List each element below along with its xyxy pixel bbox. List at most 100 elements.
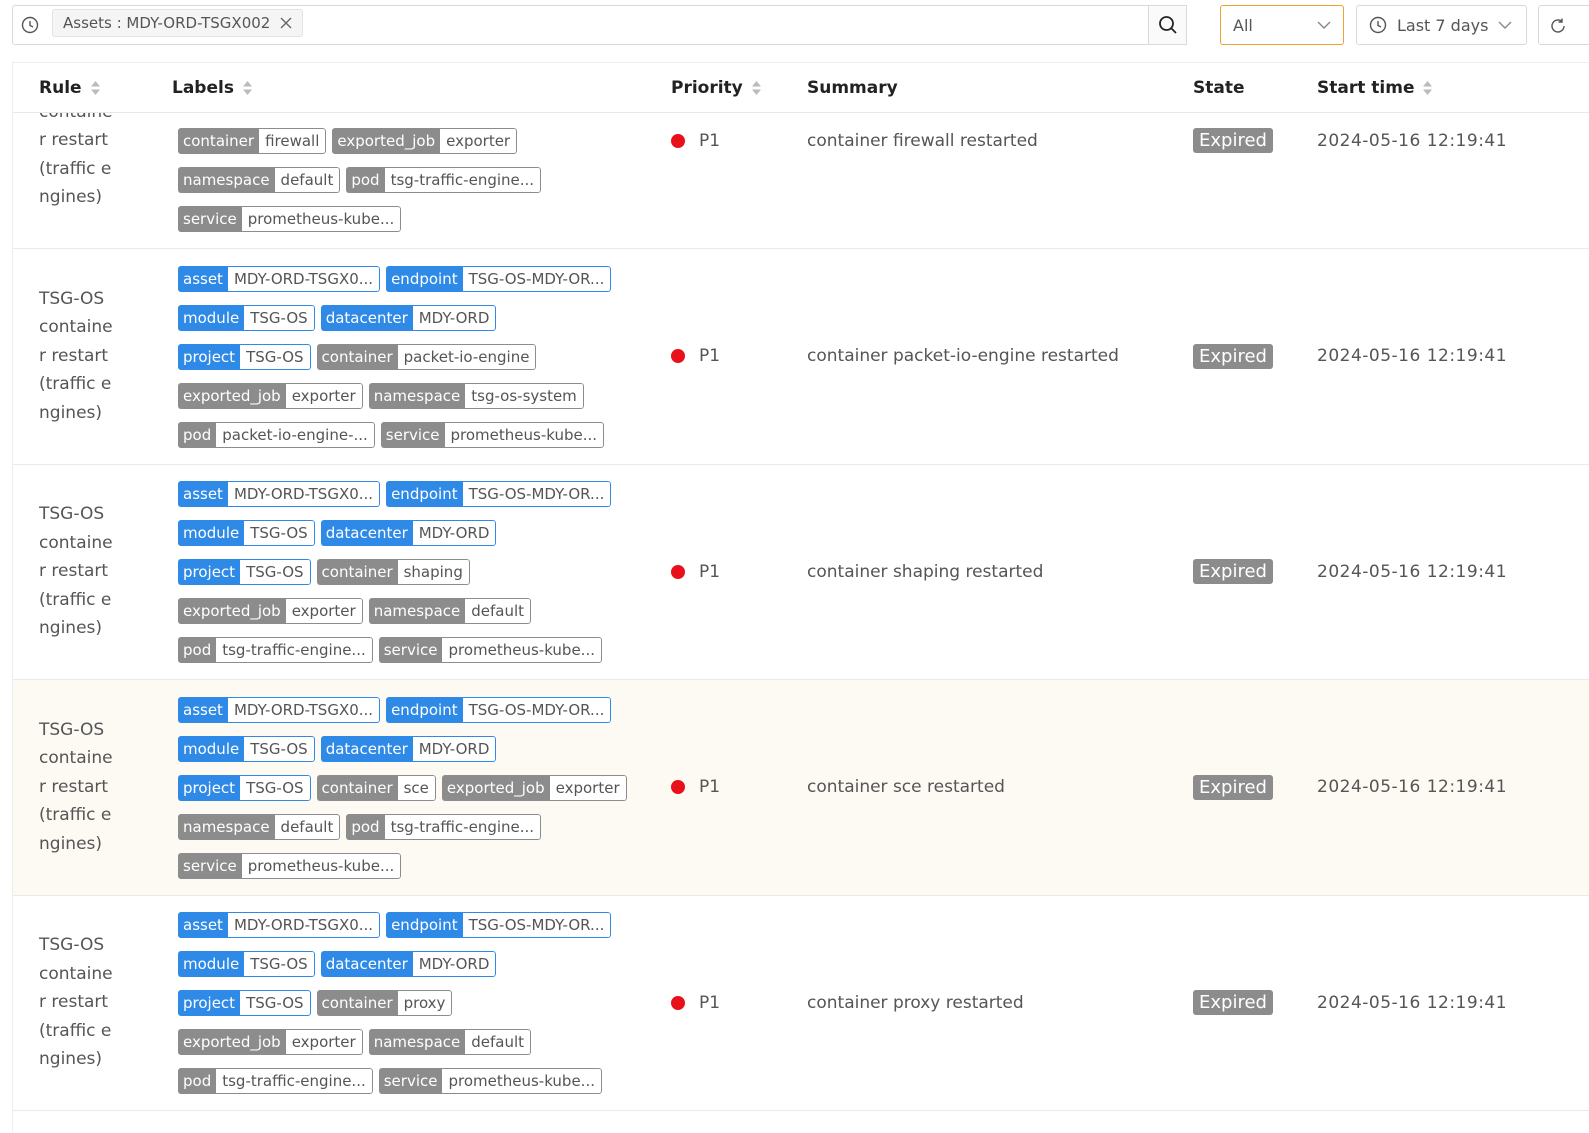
table-row[interactable]: TSG-OS container restart (traffic engine… [13, 113, 1589, 249]
label-key: container [316, 343, 398, 370]
summary-cell: container sce restarted [807, 680, 1005, 895]
label-tag: service prometheus-kube... [378, 637, 602, 663]
chip-close[interactable] [280, 17, 292, 29]
start-time-cell: 2024-05-16 12:19:41 [1317, 895, 1507, 1110]
time-range-picker[interactable]: Last 7 days [1356, 5, 1527, 45]
sort-icon[interactable] [751, 80, 762, 96]
priority-dot [671, 995, 685, 1010]
rule-text: TSG-OS container restart (traffic engine… [39, 935, 113, 1070]
label-tag: container sce [316, 774, 436, 801]
label-value: shaping [397, 559, 470, 585]
clock-icon [1369, 16, 1387, 34]
start-time-text: 2024-05-16 12:19:41 [1317, 561, 1508, 582]
refresh-button[interactable] [1538, 5, 1589, 45]
history-icon[interactable] [21, 16, 39, 34]
priority-text: P1 [699, 130, 721, 151]
start-time-text: 2024-05-16 12:19:41 [1317, 346, 1508, 366]
rule-cell: TSG-OS container restart (traffic engine… [39, 464, 115, 679]
label-key: service [378, 1068, 443, 1094]
priority-text: P1 [699, 346, 721, 366]
label-tag: service prometheus-kube... [178, 206, 402, 232]
priority-cell: P1 [671, 464, 720, 679]
label-key: endpoint [386, 912, 463, 938]
label-key: project [178, 559, 241, 585]
label-key: namespace [368, 598, 466, 624]
label-tag: pod tsg-traffic-engine... [178, 637, 373, 663]
column-header[interactable]: Labels [172, 63, 253, 113]
label-value: tsg-traffic-engine... [216, 637, 373, 663]
labels-cell: asset MDY-ORD-TSGX0... endpoint TSG-OS-MDY-… [178, 680, 628, 895]
state-cell: Expired [1193, 249, 1273, 464]
priority-cell: P1 [671, 680, 720, 895]
label-key: datacenter [320, 735, 413, 762]
sort-icon[interactable] [1422, 80, 1433, 96]
sort-icon[interactable] [90, 80, 101, 96]
label-tag: endpoint TSG-OS-MDY-OR... [386, 481, 612, 507]
label-tag: endpoint TSG-OS-MDY-OR... [386, 696, 612, 723]
column-header[interactable]: Rule [39, 63, 101, 113]
filter-chip-text: Assets : MDY-ORD-TSGX002 [63, 14, 271, 32]
table-row[interactable]: TSG-OS container restart (traffic engine… [13, 464, 1589, 680]
table-row[interactable]: TSG-OS container restart (traffic engine… [13, 679, 1589, 896]
label-value: prometheus-kube... [241, 206, 402, 232]
column-title: State [1193, 78, 1245, 98]
label-value: packet-io-engine-... [216, 421, 375, 448]
start-time-text: 2024-05-16 12:19:41 [1317, 992, 1508, 1013]
column-header[interactable]: Start time [1317, 63, 1433, 113]
label-key: project [178, 990, 241, 1016]
label-key: pod [346, 167, 385, 193]
label-key: exported_job [178, 598, 286, 624]
label-key: module [178, 735, 245, 762]
label-tag: exported_job exporter [332, 128, 518, 154]
label-value: exporter [285, 598, 363, 624]
label-key: pod [178, 1068, 217, 1094]
label-value: exporter [285, 1029, 363, 1055]
label-tag: module TSG-OS [178, 951, 315, 977]
label-tag: namespace default [368, 598, 532, 624]
label-key: datacenter [320, 520, 413, 546]
label-key: datacenter [320, 304, 413, 331]
priority-dot [671, 349, 685, 363]
label-key: service [380, 421, 445, 448]
label-key: asset [178, 481, 228, 507]
label-value: exporter [549, 774, 627, 801]
label-tag: datacenter MDY-ORD [320, 304, 497, 331]
table-row[interactable]: TSG-OS container restart (traffic engine… [13, 895, 1589, 1111]
label-tag: project TSG-OS [178, 343, 311, 370]
label-tag: service prometheus-kube... [378, 1068, 602, 1094]
table-row[interactable]: TSG-OS container restart (traffic engine… [13, 249, 1589, 465]
label-value: TSG-OS-MDY-OR... [462, 696, 612, 723]
label-key: container [178, 128, 260, 154]
column-header: State [1193, 63, 1245, 113]
column-title: Labels [172, 78, 234, 98]
label-tag: module TSG-OS [178, 735, 315, 762]
start-time-text: 2024-05-16 12:19:41 [1317, 130, 1508, 151]
severity-select[interactable]: All [1220, 5, 1344, 45]
label-value: prometheus-kube... [442, 637, 602, 663]
label-value: tsg-traffic-engine... [384, 813, 542, 840]
label-key: exported_job [441, 774, 550, 801]
label-tag: module TSG-OS [178, 304, 315, 331]
label-tag: container firewall [178, 128, 327, 154]
label-key: asset [178, 912, 228, 938]
label-tag: endpoint TSG-OS-MDY-OR... [386, 265, 612, 292]
label-value: MDY-ORD [412, 304, 497, 331]
rule-cell: TSG-OS container restart (traffic engine… [39, 113, 115, 248]
start-time-cell: 2024-05-16 12:19:41 [1317, 113, 1507, 248]
label-key: asset [178, 696, 228, 723]
column-header: Summary [807, 63, 898, 113]
label-tag: pod tsg-traffic-engine... [178, 1068, 373, 1094]
label-tag: namespace default [178, 167, 341, 193]
label-value: TSG-OS [244, 520, 315, 546]
state-cell: Expired [1193, 895, 1273, 1110]
sort-icon[interactable] [242, 80, 253, 96]
search-button[interactable] [1148, 5, 1187, 45]
filter-chip[interactable]: Assets : MDY-ORD-TSGX002 [52, 9, 304, 37]
label-tag: asset MDY-ORD-TSGX0... [178, 696, 381, 723]
label-tag: service prometheus-kube... [380, 421, 605, 448]
label-key: pod [178, 421, 217, 448]
column-header[interactable]: Priority [671, 63, 762, 113]
label-key: namespace [178, 167, 275, 193]
summary-cell: container packet-io-engine restarted [807, 249, 1119, 464]
